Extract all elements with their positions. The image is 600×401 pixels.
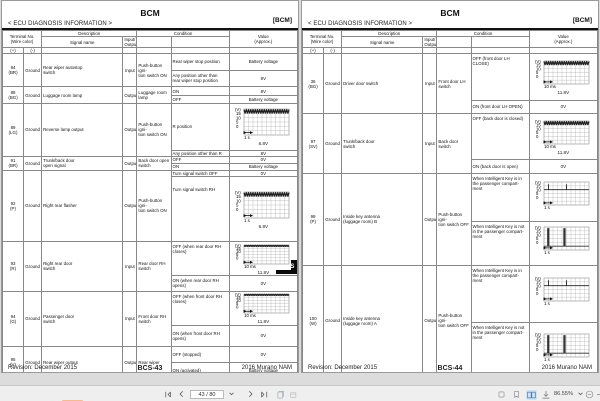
svg-text:1 s: 1 s <box>544 250 550 255</box>
svg-text:1 s: 1 s <box>244 135 250 140</box>
svg-text:1 s: 1 s <box>244 218 250 223</box>
svg-text:10 ms: 10 ms <box>544 144 556 149</box>
svg-text:1 s: 1 s <box>544 301 550 306</box>
svg-text:10 ms: 10 ms <box>244 313 256 318</box>
svg-text:1 s: 1 s <box>544 205 550 210</box>
svg-text:10 ms: 10 ms <box>544 84 556 89</box>
svg-text:10 ms: 10 ms <box>244 264 256 269</box>
svg-text:1 s: 1 s <box>544 357 550 362</box>
